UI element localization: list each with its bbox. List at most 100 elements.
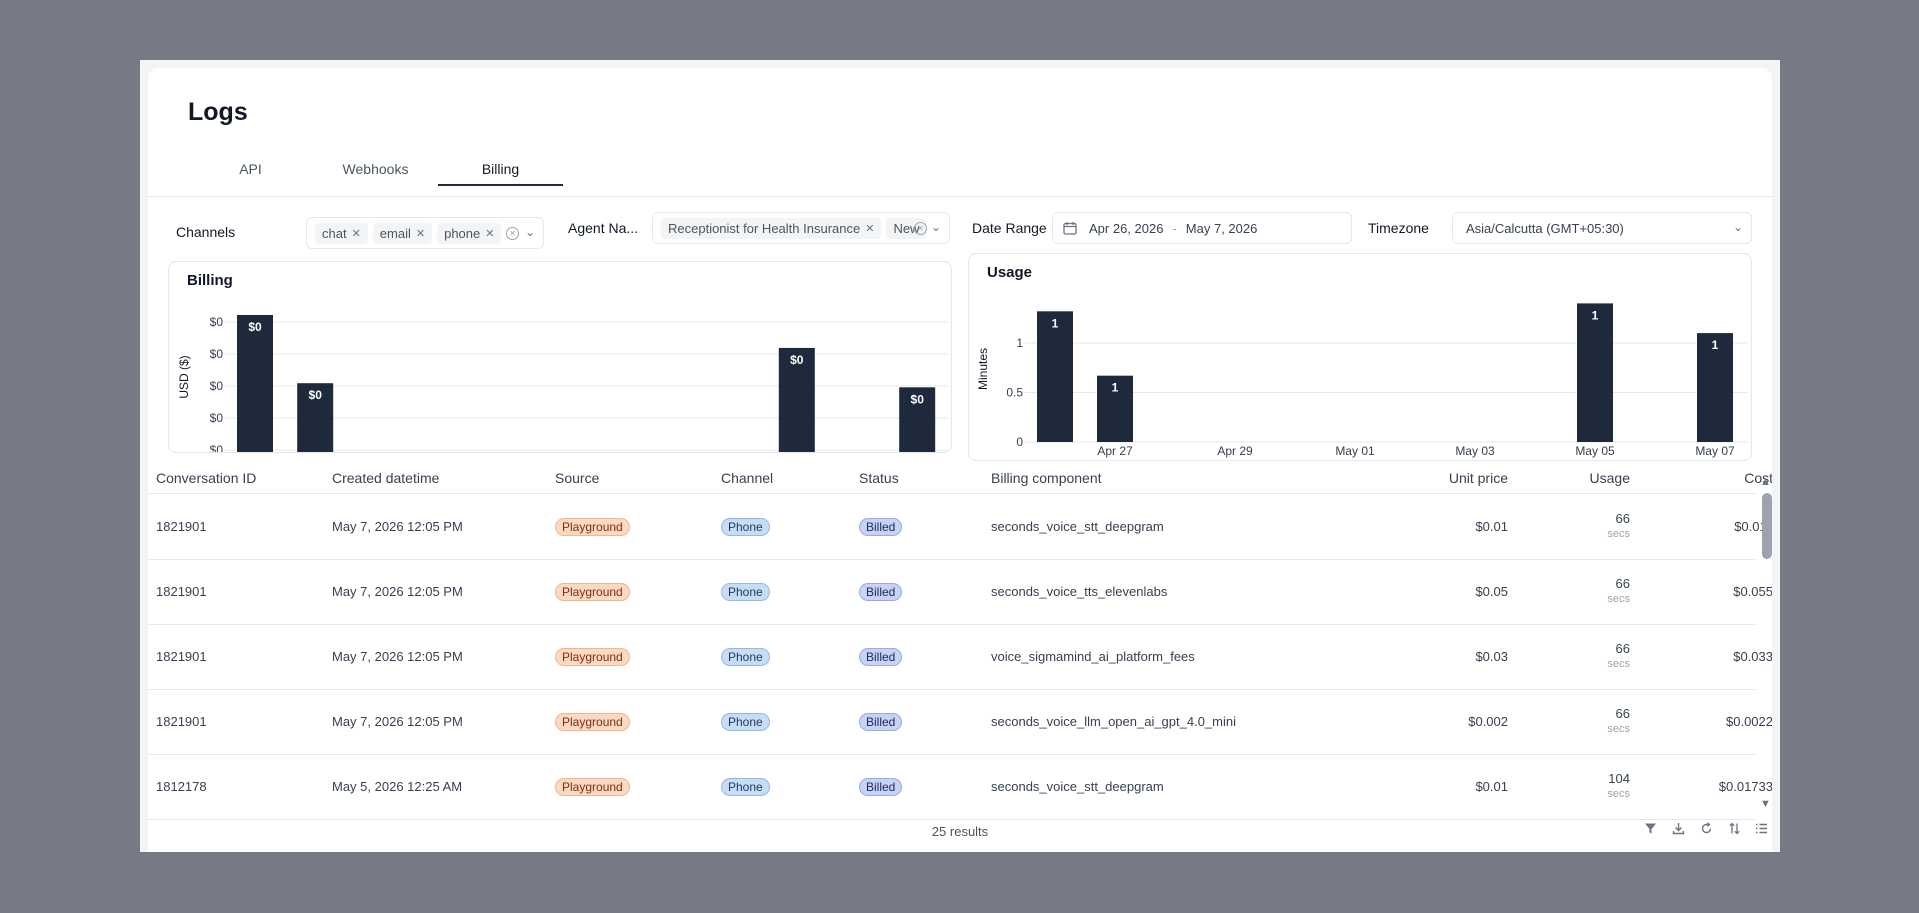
table-row[interactable]: 1821901 May 7, 2026 12:05 PM Playground Pho… <box>148 560 1772 625</box>
remove-chip-icon[interactable]: ✕ <box>485 227 495 240</box>
table-header: Conversation ID Created datetime Source … <box>148 461 1772 494</box>
col-cost[interactable]: Cost <box>1744 470 1772 486</box>
tab-api[interactable]: API <box>239 161 262 177</box>
source-badge: Playground <box>555 583 630 601</box>
usage-chart-title: Usage <box>987 264 1033 281</box>
refresh-icon[interactable] <box>1697 822 1715 840</box>
tab-billing[interactable]: Billing <box>438 158 563 186</box>
billing-bar[interactable] <box>237 314 273 452</box>
col-source[interactable]: Source <box>555 470 600 486</box>
y-tick-label: 0 <box>1016 435 1023 449</box>
date-start[interactable]: Apr 26, 2026 <box>1089 220 1164 236</box>
table-row[interactable]: 1821901 May 7, 2026 12:05 PM Playground Pho… <box>148 690 1772 755</box>
timezone-select[interactable]: Asia/Calcutta (GMT+05:30) ⌄ <box>1452 212 1752 244</box>
table-row[interactable]: 1821901 May 7, 2026 12:05 PM Playground Pho… <box>148 625 1772 690</box>
x-tick-label: May 03 <box>1455 444 1495 458</box>
cell-conversation-id: 1821901 <box>156 649 207 664</box>
remove-chip-icon[interactable]: ✕ <box>351 227 361 240</box>
y-tick-label: $0 <box>210 315 224 329</box>
filter-icon[interactable] <box>1641 822 1659 840</box>
col-billing-component[interactable]: Billing component <box>991 470 1102 486</box>
clear-icon[interactable]: ✕ <box>914 222 927 235</box>
cell-conversation-id: 1812178 <box>156 779 207 794</box>
cell-created-datetime: May 7, 2026 12:05 PM <box>332 714 463 729</box>
chevron-down-icon[interactable]: ⌄ <box>524 225 535 239</box>
usage-chart-card: Usage 0 0.5 1 Minutes 1 1 1 1 Apr 27 Apr 29 May 01… <box>968 253 1752 461</box>
chevron-down-icon[interactable]: ⌄ <box>930 220 941 234</box>
status-badge: Billed <box>859 518 903 536</box>
chip-label: chat <box>322 225 347 241</box>
bar-data-label: 1 <box>1112 381 1119 395</box>
channels-select[interactable]: chat ✕ email ✕ phone ✕ ✕ ⌄ <box>306 217 544 249</box>
date-end[interactable]: May 7, 2026 <box>1185 220 1258 236</box>
chip-label: Receptionist for Health Insurance <box>668 220 861 236</box>
agent-name-label: Agent Na... <box>568 220 638 236</box>
y-tick-label: 1 <box>1016 336 1023 350</box>
chip-chat: chat ✕ <box>315 222 368 244</box>
scroll-down-icon[interactable]: ▼ <box>1760 798 1771 810</box>
cell-created-datetime: May 7, 2026 12:05 PM <box>332 649 463 664</box>
bar-data-label: 1 <box>1052 316 1059 330</box>
cell-cost: $0.055 <box>1733 584 1772 599</box>
usage-bar[interactable] <box>1037 311 1073 442</box>
results-count: 25 results <box>931 824 989 839</box>
table-row[interactable]: 1812178 May 5, 2026 12:25 AM Playground Pho… <box>148 755 1772 820</box>
billing-chart-title: Billing <box>187 272 233 289</box>
chevron-down-icon[interactable]: ⌄ <box>1732 220 1743 234</box>
billing-bar[interactable] <box>899 387 936 452</box>
clear-icon[interactable]: ✕ <box>506 227 519 240</box>
cell-unit-price: $0.05 <box>1475 584 1508 599</box>
cell-created-datetime: May 7, 2026 12:05 PM <box>332 584 463 599</box>
chip-email: email ✕ <box>372 222 433 244</box>
cell-unit-price: $0.002 <box>1468 714 1508 729</box>
cell-billing-component: seconds_voice_tts_elevenlabs <box>991 584 1168 599</box>
col-status[interactable]: Status <box>859 470 899 486</box>
cell-conversation-id: 1821901 <box>156 519 207 534</box>
billing-bar[interactable] <box>778 347 815 452</box>
sort-icon[interactable] <box>1725 822 1743 840</box>
usage-bar[interactable] <box>1697 333 1733 442</box>
y-tick-label: $0 <box>210 347 224 361</box>
scroll-up-icon[interactable]: ▲ <box>1760 476 1771 488</box>
channel-badge: Phone <box>721 518 770 536</box>
chip-label: New <box>893 220 920 236</box>
cell-usage: 66 <box>1615 706 1630 721</box>
chip-phone: phone ✕ <box>437 222 502 244</box>
remove-chip-icon[interactable]: ✕ <box>865 222 875 235</box>
scrollbar-thumb[interactable] <box>1762 493 1772 559</box>
source-badge: Playground <box>555 518 630 536</box>
col-created-datetime[interactable]: Created datetime <box>332 470 440 486</box>
col-conversation-id[interactable]: Conversation ID <box>156 470 257 486</box>
usage-bar[interactable] <box>1577 303 1613 442</box>
agent-select[interactable]: Receptionist for Health Insurance ✕ New ✕… <box>652 212 950 244</box>
download-icon[interactable] <box>1669 822 1687 840</box>
date-range-picker[interactable]: Apr 26, 2026 - May 7, 2026 <box>1052 212 1352 244</box>
y-axis-label: USD ($) <box>177 355 191 398</box>
remove-chip-icon[interactable]: ✕ <box>415 227 426 240</box>
col-channel[interactable]: Channel <box>721 470 774 486</box>
usage-chart: 0 0.5 1 Minutes 1 1 1 1 Apr 27 Apr 29 May 01 May 03… <box>976 303 1747 458</box>
source-badge: Playground <box>555 778 630 796</box>
channel-badge: Phone <box>721 713 770 731</box>
cell-usage: 66 <box>1615 576 1630 591</box>
cell-billing-component: seconds_voice_stt_deepgram <box>991 519 1164 534</box>
cell-unit-price: $0.01 <box>1475 519 1508 534</box>
app-window: Logs API Webhooks Billing Channels chat ✕… <box>140 60 1780 852</box>
tabs-divider <box>148 196 1772 197</box>
chip-label: phone <box>444 225 481 241</box>
channels-label: Channels <box>176 224 236 240</box>
col-unit-price[interactable]: Unit price <box>1448 470 1508 486</box>
status-badge: Billed <box>859 778 903 796</box>
col-usage[interactable]: Usage <box>1589 470 1630 486</box>
bar-data-label: 1 <box>1712 338 1719 352</box>
tab-webhooks[interactable]: Webhooks <box>342 161 409 177</box>
table-row[interactable]: 1821901 May 7, 2026 12:05 PM Playground Pho… <box>148 495 1772 560</box>
usage-bar[interactable] <box>1097 375 1133 442</box>
cell-usage-unit: secs <box>1607 593 1630 605</box>
bar-data-label: $0 <box>248 320 262 334</box>
bar-data-label: 1 <box>1592 308 1599 322</box>
columns-icon[interactable] <box>1752 822 1770 840</box>
billing-bar[interactable] <box>297 383 334 452</box>
page-title: Logs <box>188 98 248 126</box>
billing-chart: $0 $0 $0 $0 $0 USD ($) $0 $0 $0 $0 <box>177 314 947 452</box>
